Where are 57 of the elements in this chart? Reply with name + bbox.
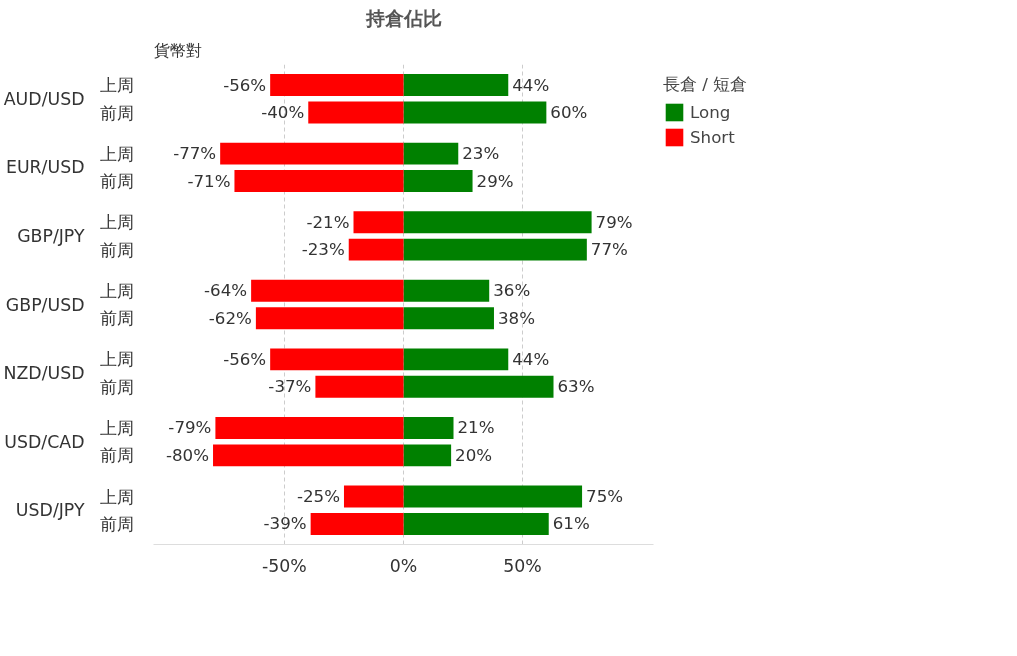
y-tick-label: 上周	[99, 486, 134, 507]
data-label: 29%	[476, 171, 514, 191]
data-label: 63%	[557, 377, 595, 397]
text: AUD/USD	[3, 88, 85, 109]
data-label: 44%	[512, 349, 550, 369]
y-tick-label: 上周	[99, 417, 134, 438]
legend-label: Long	[690, 102, 731, 122]
data-label: 44%	[512, 75, 550, 95]
data-label: -62%	[208, 308, 252, 328]
y-tick-label: 上周	[99, 75, 134, 96]
y-tick-label: 上周	[99, 143, 134, 164]
chart-title: 持倉佔比	[364, 7, 442, 29]
y-tick-label: 上周	[99, 349, 134, 370]
y-tick-label: 前周	[99, 171, 134, 192]
data-label: 20%	[455, 445, 493, 465]
data-label: -25%	[296, 487, 340, 506]
y-tick-label: 前周	[99, 445, 134, 466]
y-tick-label: 上周	[99, 212, 134, 233]
data-label: -56%	[223, 75, 267, 95]
y-tick-label: 前周	[99, 102, 134, 123]
y-tick-label: 前周	[99, 376, 134, 397]
text: NZD/USD	[3, 363, 85, 384]
y-tick-label: 上周	[99, 280, 134, 301]
y-tick-label: 前周	[99, 308, 134, 329]
data-label: 23%	[462, 144, 500, 164]
x-tick-label: -50%	[262, 555, 307, 576]
legend-label: Short	[690, 127, 735, 147]
data-label: 36%	[493, 281, 531, 301]
y-tick-label: 前周	[99, 239, 134, 260]
x-tick-label: 50%	[503, 555, 542, 576]
data-label: -56%	[223, 349, 267, 369]
x-tick-label: 0%	[389, 555, 418, 576]
text: GBP/USD	[5, 294, 85, 315]
data-label: 61%	[552, 514, 590, 534]
data-label: -79%	[168, 418, 212, 438]
y-axis-title: 貨幣對	[153, 40, 202, 60]
legend-title: 長倉 / 短倉	[663, 74, 748, 96]
data-label: 77%	[590, 240, 628, 260]
data-label: -77%	[173, 144, 217, 164]
text: USD/JPY	[15, 500, 85, 521]
text: GBP/JPY	[17, 225, 85, 246]
data-label: -37%	[268, 377, 312, 397]
data-label: -64%	[204, 281, 248, 301]
data-label: -40%	[261, 103, 305, 122]
text: USD/CAD	[4, 431, 85, 452]
data-label: 75%	[586, 487, 624, 506]
data-label: -80%	[165, 445, 210, 465]
data-label: -21%	[306, 212, 350, 232]
data-label: -71%	[187, 171, 231, 191]
data-label: 79%	[595, 212, 633, 232]
data-label: -23%	[301, 240, 345, 260]
text: EUR/USD	[5, 157, 85, 178]
data-label: 38%	[497, 308, 536, 328]
data-label: -39%	[263, 514, 307, 534]
y-tick-label: 前周	[99, 513, 134, 534]
data-label: 21%	[457, 418, 495, 438]
data-label: 60%	[550, 103, 588, 122]
